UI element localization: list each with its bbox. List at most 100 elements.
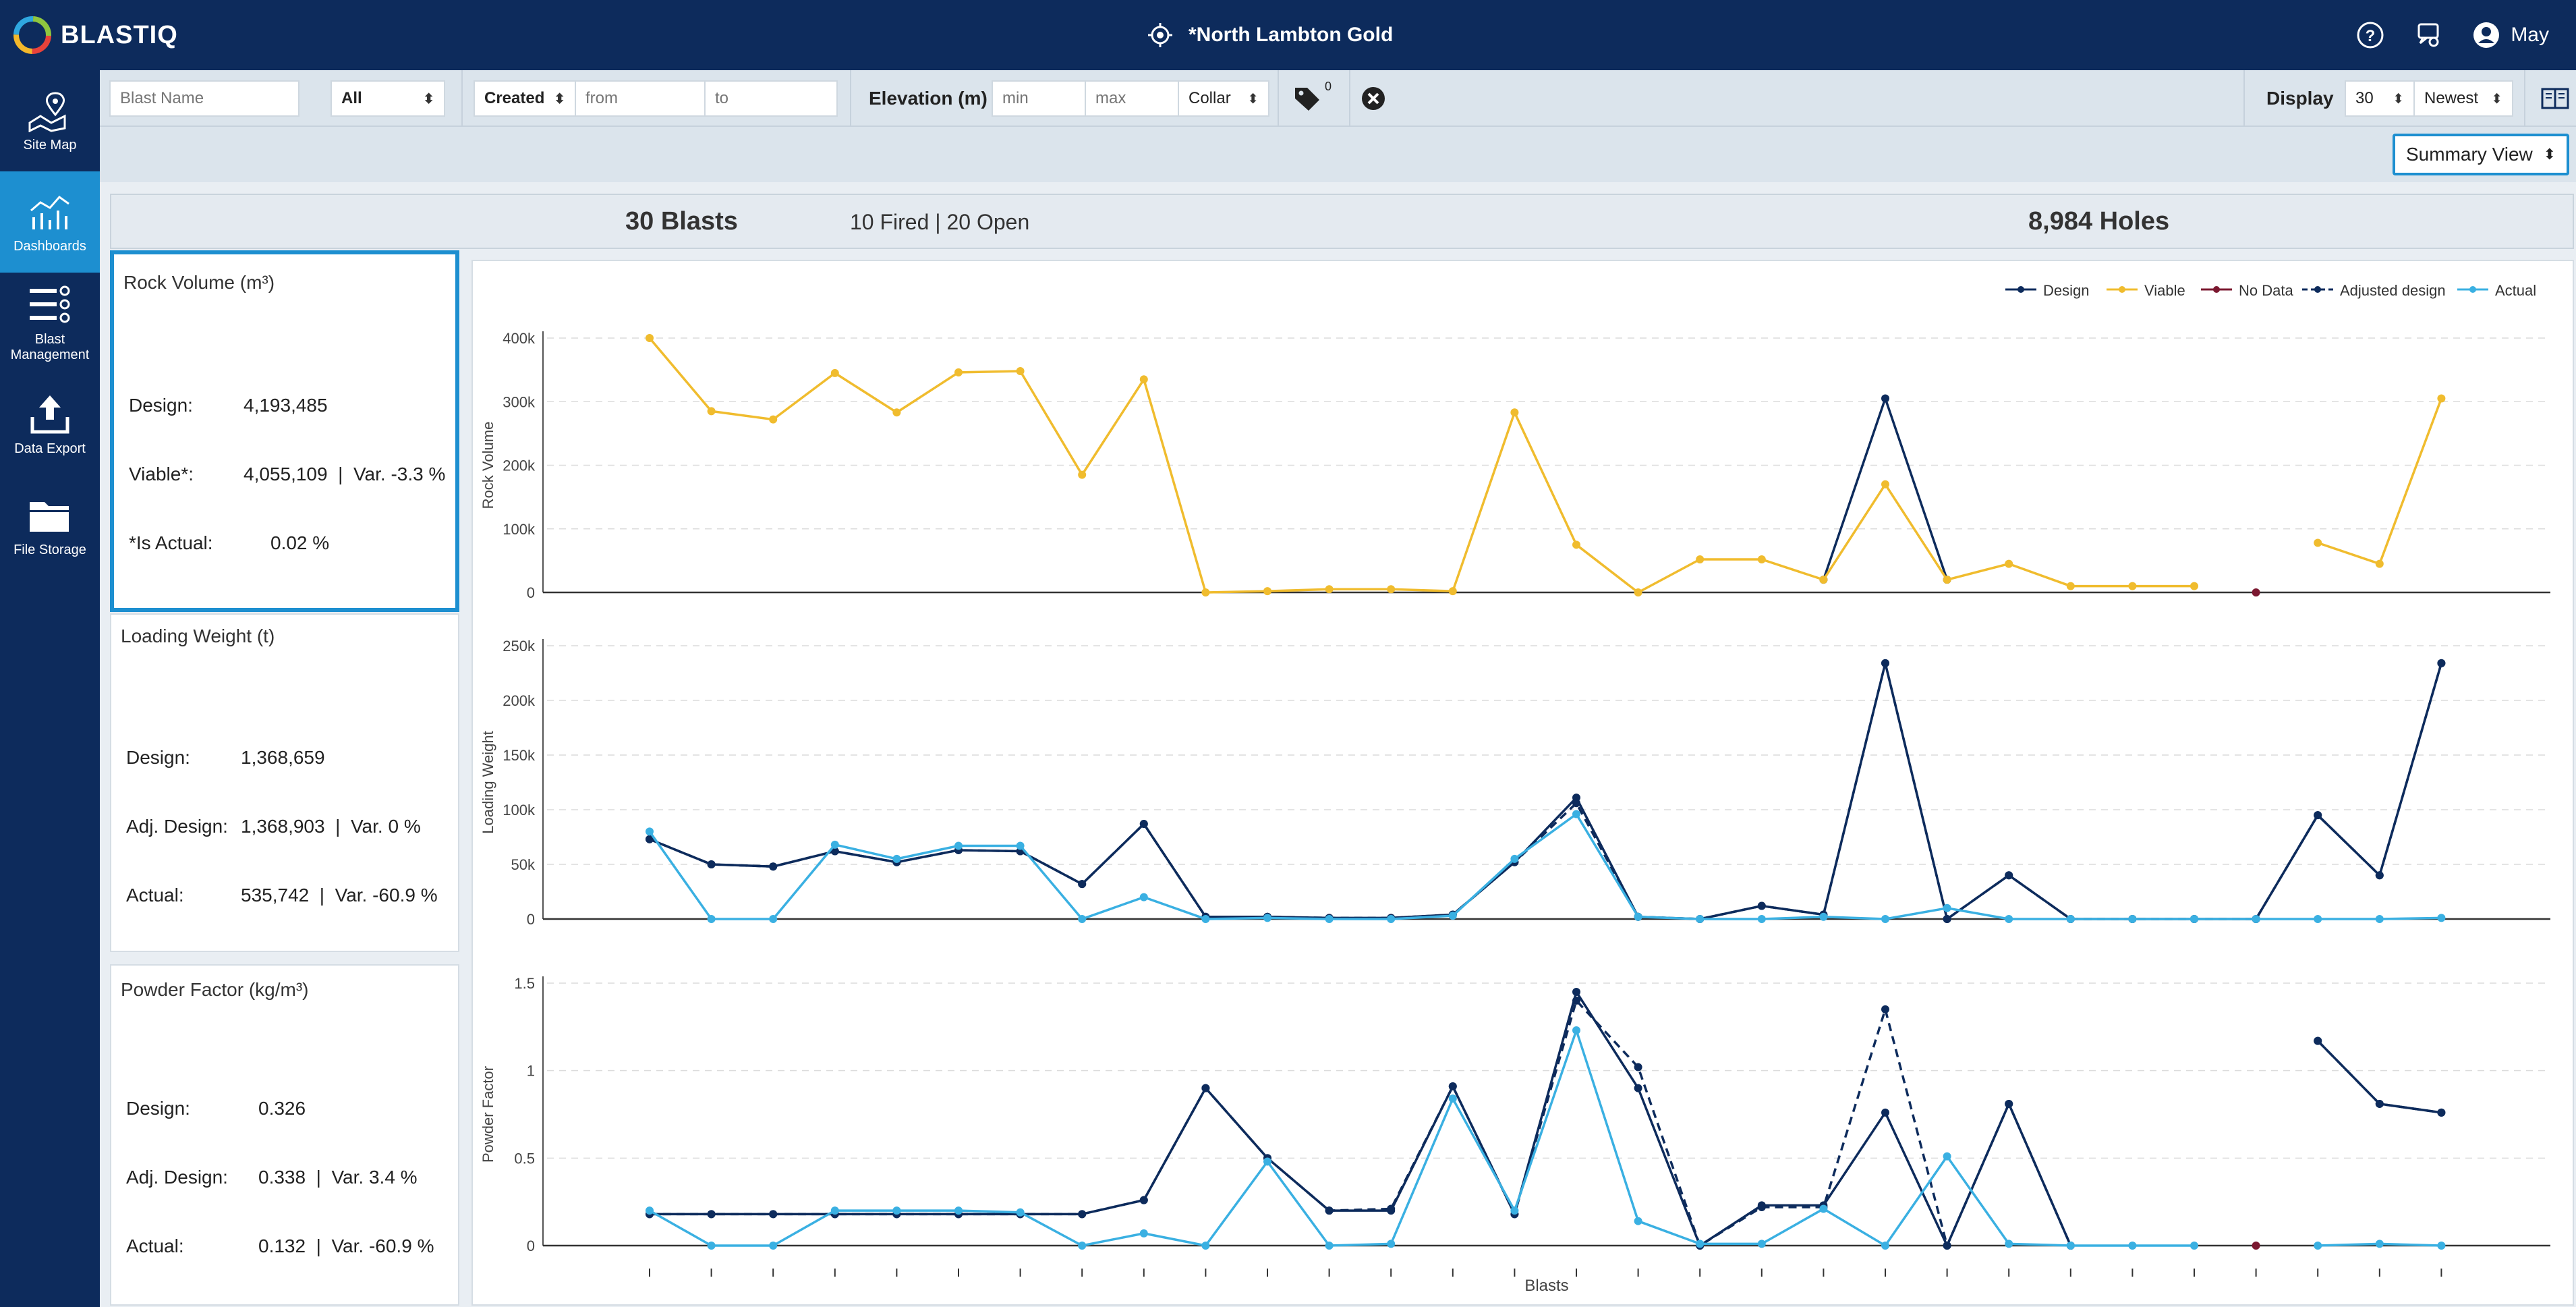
card-row-adj-design: Adj. Design: 1,368,903 | Var. 0 % [126,816,421,837]
series-line [648,812,2442,920]
data-point [2190,582,2198,590]
sort-select[interactable]: Newest [2413,80,2513,117]
data-point [2437,1242,2446,1250]
loading-weight-card[interactable]: Loading Weight (t) Design: 1,368,659 Adj.… [110,613,459,952]
sidebar-item-label: File Storage [13,542,86,557]
series-design [646,659,2446,923]
app-logo[interactable]: BLASTIQ [12,13,178,57]
data-point [1943,903,1951,912]
y-tick-label: 0 [527,1238,535,1254]
status-select[interactable]: All [331,80,445,117]
data-point [646,334,654,342]
divider [2524,70,2525,127]
support-chat-icon[interactable] [2413,20,2443,50]
x-axis-label: Blasts [1524,1277,1568,1295]
legend-item: Design [2005,282,2089,299]
divider [1349,70,1350,127]
date-type-select[interactable]: Created [474,80,576,117]
data-point [1757,1202,1766,1211]
blast-management-icon [30,285,70,323]
legend-label: Design [2043,282,2089,299]
data-point [2128,582,2137,590]
y-axis-label: Powder Factor [480,1066,496,1163]
data-point [1448,912,1457,920]
elevation-reference-select[interactable]: Collar [1178,80,1269,117]
row-label: *Is Actual: [129,532,213,553]
row-label: Viable*: [129,464,194,484]
data-point [769,1242,778,1250]
data-point [707,1242,716,1250]
data-point [2066,582,2075,590]
series-line [649,662,2443,920]
divider [461,70,463,127]
data-point [1572,810,1580,818]
series-actual [646,810,2446,923]
legend-label: Actual [2495,282,2536,299]
date-from-input[interactable] [575,80,706,117]
data-point [892,408,901,417]
display-label: Display [2266,88,2334,109]
data-point [1634,1063,1642,1072]
display-count-value: 30 [2355,89,2374,107]
book-view-icon[interactable] [2540,84,2570,113]
data-point [1757,915,1766,923]
data-point [2066,1242,2075,1250]
sidebar-item-site-map[interactable]: Site Map [0,70,100,171]
sidebar-item-data-export[interactable]: Data Export [0,374,100,475]
blast-charts: Design Viable No Data Adjusted design Actual… [480,282,2550,1295]
data-point [954,841,963,850]
data-point [1881,1005,1889,1013]
y-tick-label: 250k [503,638,536,655]
data-point [1139,1229,1148,1238]
elevation-reference-value: Collar [1189,89,1231,107]
data-point [2005,559,2013,568]
data-point [1139,375,1148,384]
data-point [1943,1152,1951,1161]
clear-filters-icon[interactable] [1358,84,1388,113]
blast-name-input[interactable] [109,80,299,117]
data-point [1634,1084,1642,1092]
elevation-min-input[interactable] [992,80,1086,117]
sidebar-item-file-storage[interactable]: File Storage [0,475,100,576]
y-tick-label: 0.5 [514,1150,535,1167]
data-point [1819,1204,1828,1213]
data-point [2437,1108,2446,1117]
view-select[interactable]: Summary View [2393,134,2569,175]
user-avatar-icon [2473,22,2500,48]
data-point [2005,915,2013,923]
data-point [646,835,654,843]
help-icon[interactable]: ? [2355,20,2385,50]
user-menu[interactable]: May [2471,20,2549,50]
y-tick-label: 100k [503,521,536,538]
legend-label: No Data [2239,282,2293,299]
data-point [2437,659,2446,667]
legend-label: Viable [2144,282,2185,299]
card-row-actual: Actual: 535,742 | Var. -60.9 % [126,885,438,906]
data-point [1448,1082,1457,1091]
data-point [2375,915,2384,923]
data-point [1757,901,1766,910]
elevation-max-input[interactable] [1085,80,1179,117]
data-point [1201,588,1210,596]
data-point [1696,1240,1705,1248]
display-count-select[interactable]: 30 [2345,80,2415,117]
card-title: Powder Factor (kg/m³) [121,979,309,1000]
chart-panel-rock-volume: 0 100k 200k 300k 400k Rock Volume [480,330,2550,601]
site-selector[interactable]: *North Lambton Gold [1147,18,1393,53]
data-point [1757,555,1766,563]
data-point [2314,1242,2322,1250]
blastiq-logo-icon [13,16,51,54]
row-label: Design: [129,395,193,416]
data-point [1572,540,1580,549]
rock-volume-card[interactable]: Rock Volume (m³) Design: 4,193,485 Viable… [110,250,459,612]
powder-factor-card[interactable]: Powder Factor (kg/m³) Design: 0.326 Adj. … [110,964,459,1306]
data-point [1139,820,1148,829]
date-to-input[interactable] [704,80,838,117]
view-select-value: Summary View [2406,144,2533,165]
data-point [1387,915,1396,923]
sidebar-item-blast-management[interactable]: Blast Management [0,273,100,374]
data-point [1325,585,1334,594]
series-no-data [2252,1242,2260,1250]
tag-filter-button[interactable]: 0 [1292,80,1340,113]
sidebar-item-dashboards[interactable]: Dashboards [0,171,100,273]
